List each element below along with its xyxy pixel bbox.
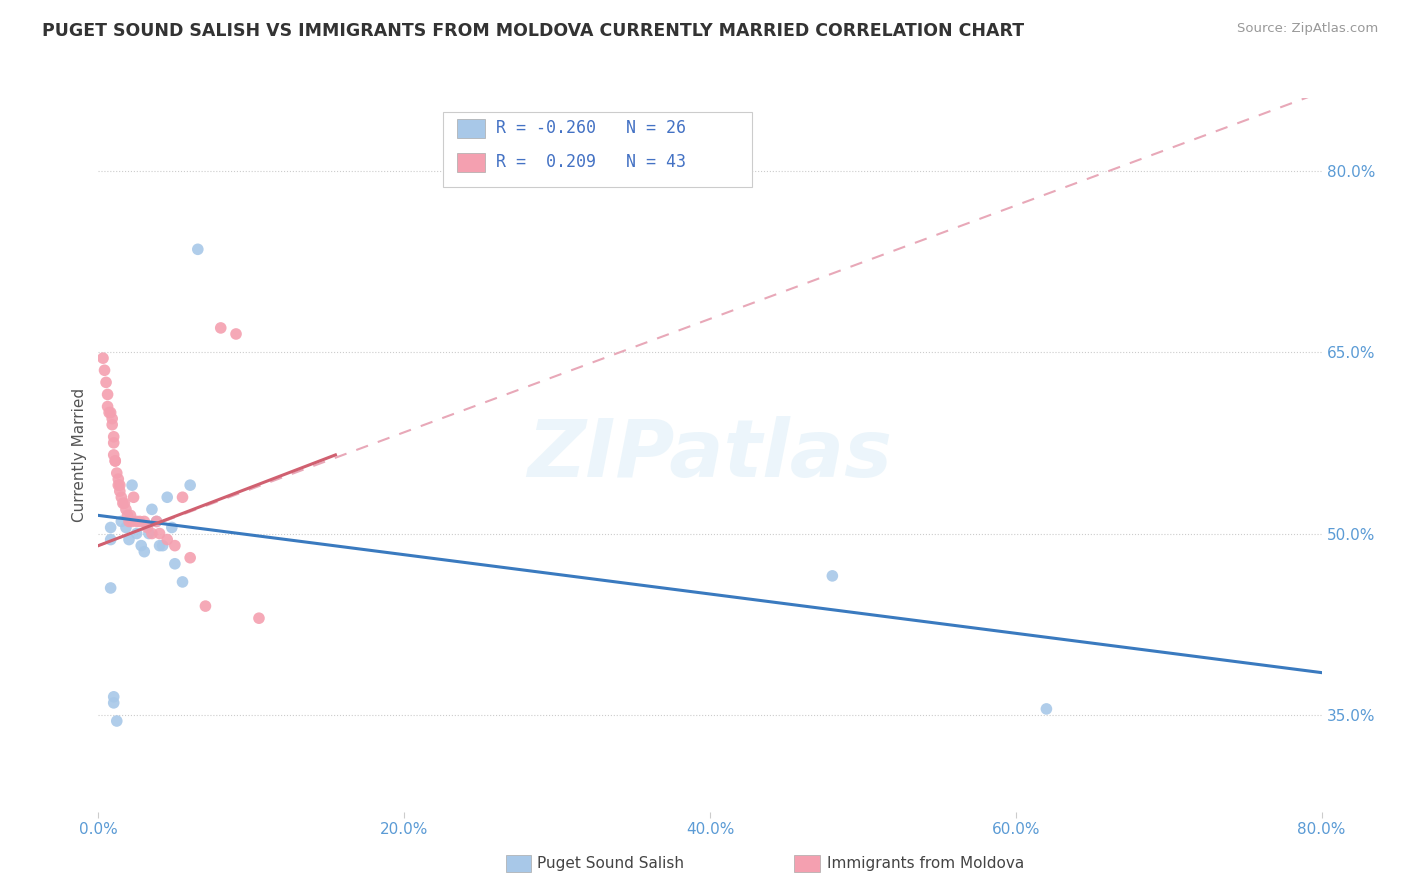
Point: [152, 539, 174, 553]
Point: [172, 574, 194, 589]
Text: PUGET SOUND SALISH VS IMMIGRANTS FROM MOLDOVA CURRENTLY MARRIED CORRELATION CHAR: PUGET SOUND SALISH VS IMMIGRANTS FROM MO…: [42, 22, 1025, 40]
Y-axis label: Currently Married: Currently Married: [72, 388, 87, 522]
Point: [115, 520, 138, 534]
Point: [141, 526, 163, 541]
Point: [156, 533, 179, 547]
Point: [100, 520, 122, 534]
Point: [121, 515, 143, 529]
Point: [225, 326, 247, 341]
Point: [91, 351, 114, 366]
Point: [179, 478, 201, 492]
Point: [141, 502, 163, 516]
Point: [145, 515, 167, 529]
Text: Immigrants from Moldova: Immigrants from Moldova: [827, 856, 1024, 871]
Point: [108, 484, 131, 499]
Point: [103, 690, 125, 704]
Point: [103, 430, 125, 444]
Point: [118, 515, 141, 529]
Point: [105, 714, 128, 728]
Point: [103, 435, 125, 450]
Point: [122, 490, 145, 504]
Point: [247, 611, 270, 625]
Point: [97, 387, 120, 401]
Point: [100, 406, 122, 420]
Point: [163, 557, 186, 571]
Point: [145, 515, 167, 529]
Point: [172, 490, 194, 504]
Point: [149, 526, 172, 541]
Text: R = -0.260   N = 26: R = -0.260 N = 26: [496, 120, 686, 137]
Point: [187, 242, 209, 256]
Point: [128, 515, 150, 529]
Point: [121, 478, 143, 492]
Point: [100, 533, 122, 547]
Point: [111, 496, 134, 510]
Text: ZIPatlas: ZIPatlas: [527, 416, 893, 494]
Point: [105, 466, 128, 480]
Point: [156, 490, 179, 504]
Point: [108, 478, 131, 492]
Point: [821, 569, 844, 583]
Point: [94, 376, 117, 390]
Point: [163, 539, 186, 553]
Point: [134, 544, 156, 558]
Point: [110, 515, 132, 529]
Point: [98, 406, 121, 420]
Point: [103, 448, 125, 462]
Point: [125, 526, 148, 541]
Point: [97, 400, 120, 414]
Point: [138, 526, 160, 541]
Point: [134, 515, 156, 529]
Point: [179, 550, 201, 565]
Point: [117, 508, 139, 523]
Point: [136, 520, 159, 534]
Point: [107, 478, 129, 492]
Point: [129, 539, 152, 553]
Point: [104, 454, 127, 468]
Point: [112, 496, 135, 510]
Point: [1035, 702, 1057, 716]
Point: [107, 472, 129, 486]
Text: R =  0.209   N = 43: R = 0.209 N = 43: [496, 153, 686, 171]
Point: [100, 581, 122, 595]
Point: [120, 508, 142, 523]
Point: [101, 411, 124, 425]
Point: [118, 533, 141, 547]
Point: [93, 363, 115, 377]
Point: [104, 454, 127, 468]
Point: [209, 321, 232, 335]
Point: [149, 539, 172, 553]
Point: [194, 599, 217, 613]
Point: [103, 696, 125, 710]
Point: [115, 502, 138, 516]
Text: Source: ZipAtlas.com: Source: ZipAtlas.com: [1237, 22, 1378, 36]
Point: [101, 417, 124, 432]
Point: [125, 515, 148, 529]
Text: Puget Sound Salish: Puget Sound Salish: [537, 856, 685, 871]
Point: [160, 520, 183, 534]
Point: [110, 490, 132, 504]
